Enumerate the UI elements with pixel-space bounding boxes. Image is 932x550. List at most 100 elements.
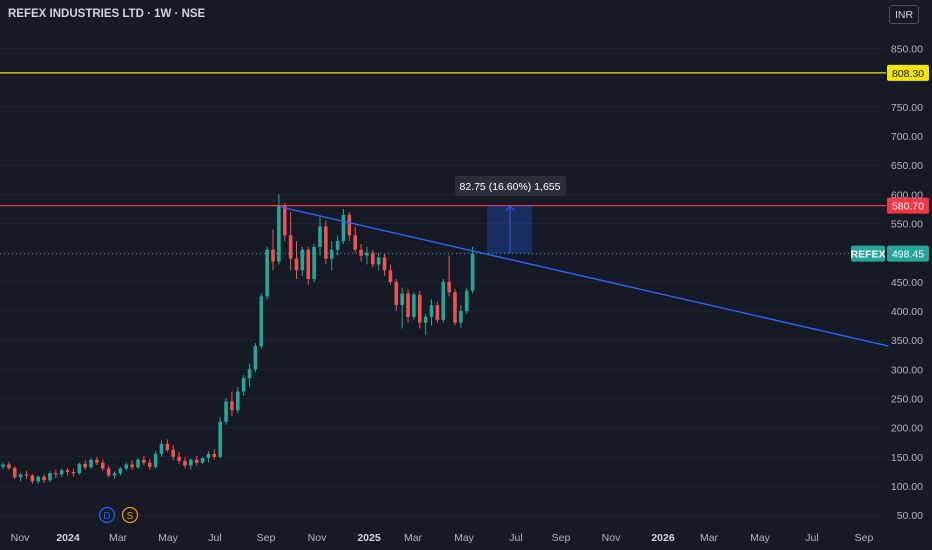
event-marker-circle xyxy=(121,506,139,524)
candle-body xyxy=(470,253,475,291)
candle-body xyxy=(142,459,146,463)
candle-body xyxy=(365,252,369,256)
x-tick-label: Jul xyxy=(509,532,522,544)
candle-body xyxy=(1,464,5,467)
candle-body xyxy=(412,294,416,317)
event-marker-label: D xyxy=(103,511,110,522)
y-tick-label: 200.00 xyxy=(891,423,923,435)
candle-body xyxy=(83,463,87,468)
x-tick-label: Nov xyxy=(308,532,327,544)
x-tick-label: Sep xyxy=(552,532,571,544)
x-tick-label: Nov xyxy=(602,532,621,544)
x-tick-label: Sep xyxy=(257,532,276,544)
candle-body xyxy=(423,316,428,323)
candle-body xyxy=(189,459,193,466)
x-tick-label: May xyxy=(454,532,475,544)
candle-body xyxy=(288,235,293,259)
last-price-badge-label: 498.45 xyxy=(892,249,924,261)
measure-label-bg xyxy=(455,176,566,196)
candle-body xyxy=(453,292,457,323)
x-tick-label: May xyxy=(158,532,179,544)
x-tick-label: Jul xyxy=(805,532,818,544)
candle-body xyxy=(312,246,316,279)
candle-body xyxy=(112,473,117,476)
level-badge[interactable]: 580.70 xyxy=(887,197,929,214)
trendline xyxy=(281,206,889,347)
dividend-marker[interactable]: D xyxy=(98,506,116,524)
y-tick-label: 600.00 xyxy=(891,189,923,201)
candle-body xyxy=(447,281,451,293)
candle-body xyxy=(200,458,205,463)
candle-body xyxy=(153,453,158,467)
candle-body xyxy=(441,281,446,320)
candle-body xyxy=(429,305,434,317)
candle-body xyxy=(212,453,217,457)
y-tick-label: 400.00 xyxy=(891,306,923,318)
candle-body xyxy=(464,290,469,312)
candle-body xyxy=(48,473,52,481)
symbol-title[interactable]: REFEX INDUSTRIES LTD · 1W · NSE xyxy=(8,8,206,20)
candle-body xyxy=(100,462,105,469)
candle-body xyxy=(124,464,129,469)
time-axis[interactable]: Nov 2024 Mar May Jul Sep Nov 2025 Mar May Jul Sep No… xyxy=(11,532,874,544)
candle-body xyxy=(459,311,463,323)
chart-grid xyxy=(0,48,886,516)
candle-body xyxy=(324,226,328,259)
symbol-badge-label: REFEX xyxy=(850,249,885,261)
currency-button[interactable]: INR xyxy=(889,5,919,24)
candle-body xyxy=(253,346,258,370)
candle-body xyxy=(18,474,23,478)
candle-body xyxy=(265,249,269,297)
candle-body xyxy=(236,391,240,411)
candle-body xyxy=(371,252,375,265)
candle-body xyxy=(435,305,440,320)
last-price-badge-bg xyxy=(887,245,929,262)
candle-body xyxy=(194,459,199,463)
level-badge-bg xyxy=(887,64,929,81)
candle-body xyxy=(106,468,111,476)
level-badge-label: 808.30 xyxy=(892,68,924,80)
last-price-badge[interactable]: 498.45 xyxy=(887,245,929,262)
candle-body xyxy=(224,401,228,422)
drawing-overlays: 82.75 (16.60%) 1,655 D S xyxy=(0,72,889,524)
candle-body xyxy=(89,459,93,468)
y-tick-label: 300.00 xyxy=(891,364,923,376)
candle-body xyxy=(247,369,252,379)
candle-body xyxy=(130,464,134,468)
level-badge-bg xyxy=(887,197,929,214)
candle-body xyxy=(329,249,334,259)
candle-body xyxy=(136,459,140,468)
candle-body xyxy=(341,214,346,242)
y-tick-label: 650.00 xyxy=(891,160,923,172)
symbol-badge[interactable]: REFEX xyxy=(850,245,886,262)
candle-body xyxy=(335,241,340,250)
y-tick-label: 750.00 xyxy=(891,102,923,114)
x-tick-label: 2024 xyxy=(56,532,80,544)
candle-body xyxy=(417,294,422,323)
candle-body xyxy=(294,258,299,271)
candle-body xyxy=(71,472,76,474)
x-tick-label: 2026 xyxy=(651,532,675,544)
candle-body xyxy=(24,474,29,476)
candle-body xyxy=(353,235,357,250)
symbol-badge-bg xyxy=(851,245,885,262)
y-tick-label: 700.00 xyxy=(891,131,923,143)
candle-body xyxy=(183,460,187,466)
candle-body xyxy=(406,293,410,317)
y-tick-label: 450.00 xyxy=(891,277,923,289)
y-tick-label: 250.00 xyxy=(891,394,923,406)
x-tick-label: Mar xyxy=(109,532,128,544)
candle-body xyxy=(347,214,352,236)
candle-body xyxy=(177,456,181,461)
split-marker[interactable]: S xyxy=(121,506,139,524)
y-tick-label: 550.00 xyxy=(891,219,923,231)
candle-body xyxy=(241,378,246,392)
y-tick-label: 350.00 xyxy=(891,335,923,347)
candle-body xyxy=(394,281,399,306)
level-badge[interactable]: 808.30 xyxy=(887,64,929,81)
x-tick-label: Mar xyxy=(700,532,719,544)
price-axis[interactable]: 808.30 580.70 REFEX 498.45 50.00 100.00 150.00… xyxy=(850,44,929,523)
measure-label-text: 82.75 (16.60%) 1,655 xyxy=(460,181,561,193)
candle-body xyxy=(42,476,46,481)
